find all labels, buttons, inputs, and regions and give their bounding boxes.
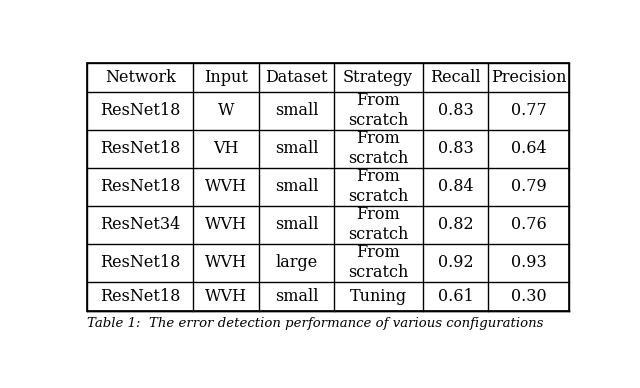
- Text: Tuning: Tuning: [349, 288, 406, 305]
- Text: 0.82: 0.82: [438, 216, 473, 233]
- Text: Input: Input: [204, 69, 248, 86]
- Text: ResNet18: ResNet18: [100, 288, 180, 305]
- Text: Recall: Recall: [430, 69, 481, 86]
- Text: W: W: [218, 102, 235, 119]
- Text: 0.61: 0.61: [438, 288, 474, 305]
- Text: WVH: WVH: [205, 288, 247, 305]
- Text: Dataset: Dataset: [265, 69, 328, 86]
- Text: small: small: [275, 178, 318, 195]
- Text: 0.64: 0.64: [511, 140, 547, 157]
- Text: WVH: WVH: [205, 255, 247, 271]
- Text: ResNet34: ResNet34: [100, 216, 180, 233]
- Text: small: small: [275, 288, 318, 305]
- Text: small: small: [275, 216, 318, 233]
- Bar: [88, 63, 568, 311]
- Text: 0.92: 0.92: [438, 255, 473, 271]
- Text: ResNet18: ResNet18: [100, 255, 180, 271]
- Text: From
scratch: From scratch: [348, 168, 408, 205]
- Text: Strategy: Strategy: [343, 69, 413, 86]
- Text: Table 1:  The error detection performance of various configurations: Table 1: The error detection performance…: [88, 317, 544, 330]
- Text: small: small: [275, 102, 318, 119]
- Text: small: small: [275, 140, 318, 157]
- Text: WVH: WVH: [205, 216, 247, 233]
- Text: From
scratch: From scratch: [348, 244, 408, 281]
- Text: large: large: [275, 255, 317, 271]
- Text: WVH: WVH: [205, 178, 247, 195]
- Text: Precision: Precision: [491, 69, 566, 86]
- Text: 0.79: 0.79: [511, 178, 547, 195]
- Text: 0.30: 0.30: [511, 288, 547, 305]
- Text: From
scratch: From scratch: [348, 206, 408, 243]
- Text: ResNet18: ResNet18: [100, 140, 180, 157]
- Text: ResNet18: ResNet18: [100, 178, 180, 195]
- Text: 0.83: 0.83: [438, 140, 474, 157]
- Text: From
scratch: From scratch: [348, 130, 408, 167]
- Text: Network: Network: [105, 69, 176, 86]
- Text: From
scratch: From scratch: [348, 92, 408, 129]
- Text: 0.76: 0.76: [511, 216, 547, 233]
- Text: 0.77: 0.77: [511, 102, 547, 119]
- Text: 0.93: 0.93: [511, 255, 547, 271]
- Text: ResNet18: ResNet18: [100, 102, 180, 119]
- Text: 0.84: 0.84: [438, 178, 473, 195]
- Text: VH: VH: [214, 140, 239, 157]
- Text: 0.83: 0.83: [438, 102, 474, 119]
